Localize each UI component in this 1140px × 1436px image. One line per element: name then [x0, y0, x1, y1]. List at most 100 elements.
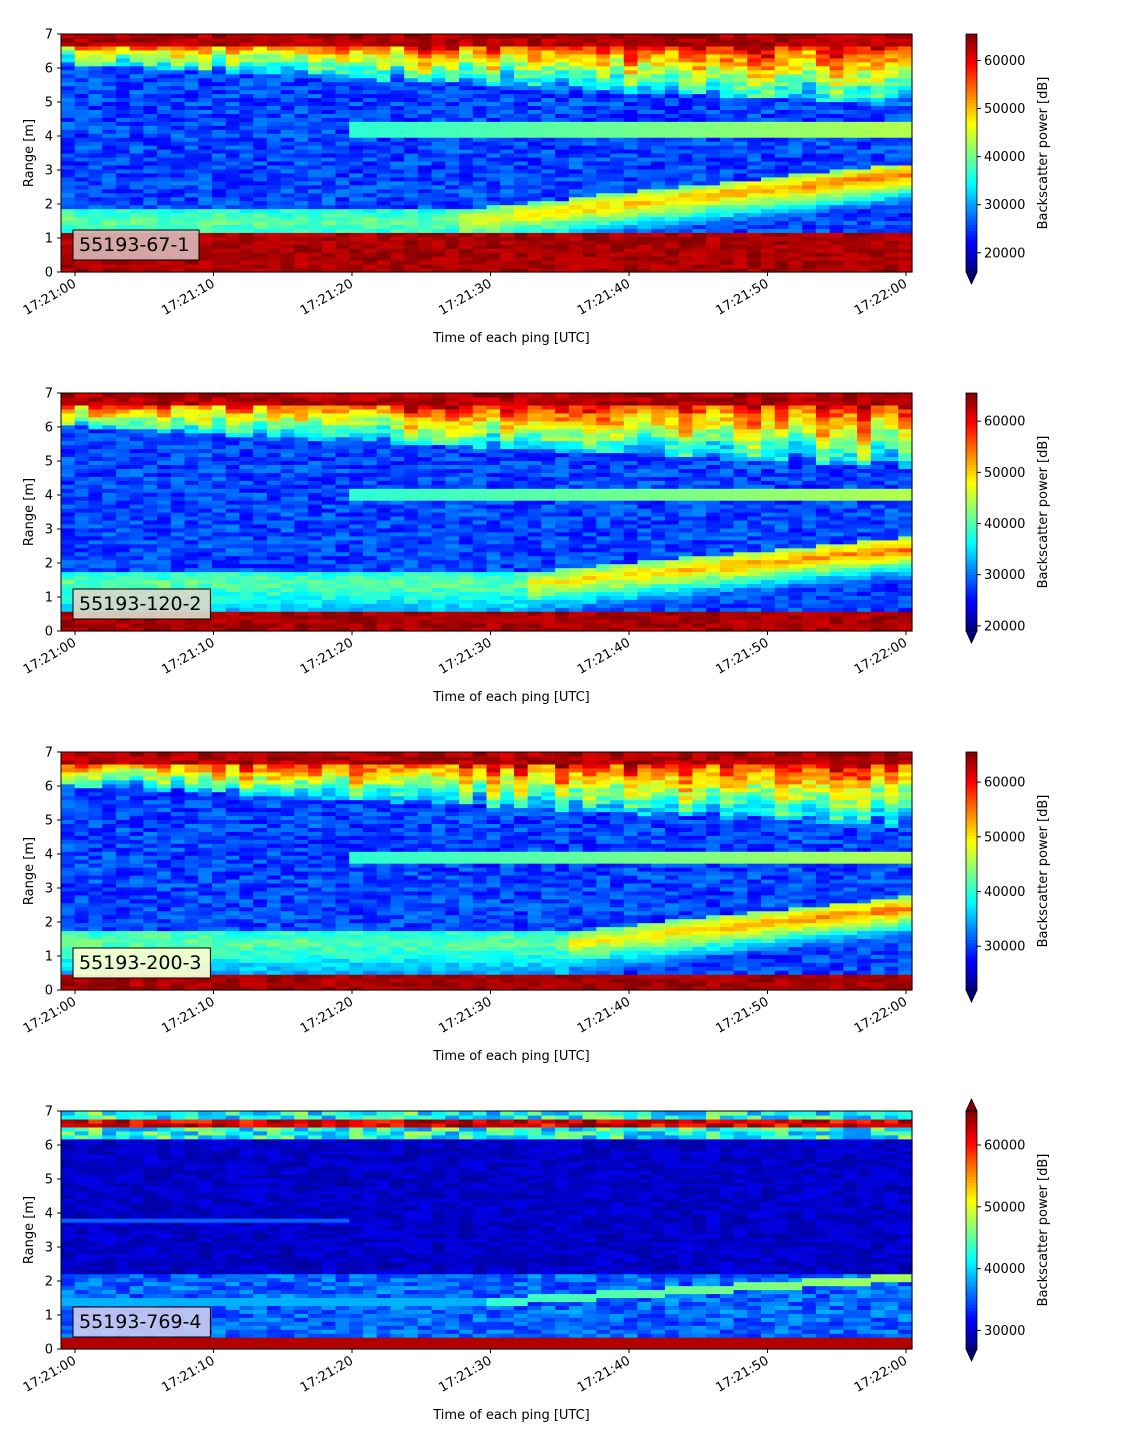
heatmap-cell	[376, 164, 392, 170]
heatmap-cell	[802, 172, 817, 178]
heatmap-cell	[390, 224, 405, 229]
heatmap-cell	[198, 456, 213, 462]
heatmap-cell	[211, 53, 227, 59]
heatmap-cell	[157, 571, 172, 577]
heatmap-cell	[582, 149, 597, 154]
heatmap-cell	[198, 496, 213, 501]
heatmap-cell	[692, 244, 707, 249]
heatmap-cell	[788, 256, 803, 261]
heatmap-cell	[706, 248, 721, 253]
heatmap-cell	[321, 141, 337, 146]
heatmap-cell	[857, 34, 872, 39]
heatmap-cell	[637, 196, 652, 202]
heatmap-cell	[390, 244, 405, 249]
heatmap-cell	[678, 41, 693, 47]
heatmap-cell	[651, 244, 666, 249]
heatmap-cell	[266, 137, 282, 142]
heatmap-cell	[541, 65, 556, 71]
heatmap-cell	[747, 57, 762, 63]
heatmap-cell	[184, 535, 199, 541]
heatmap-cell	[513, 93, 529, 99]
heatmap-cell	[527, 232, 543, 237]
heatmap-cell	[349, 220, 364, 225]
heatmap-cell	[486, 208, 501, 214]
heatmap-cell	[294, 264, 309, 269]
heatmap-cell	[788, 57, 803, 63]
heatmap-cell	[157, 85, 172, 91]
heatmap-cell	[376, 113, 392, 118]
heatmap-cell	[815, 149, 831, 154]
heatmap-cell	[280, 424, 295, 430]
heatmap-cell	[102, 73, 117, 79]
heatmap-cell	[884, 248, 899, 253]
heatmap-cell	[884, 53, 899, 59]
heatmap-cell	[513, 188, 529, 194]
heatmap-cell	[170, 448, 186, 454]
heatmap-cell	[74, 37, 90, 43]
heatmap-cell	[651, 85, 666, 91]
heatmap-cell	[211, 73, 227, 79]
heatmap-cell	[445, 113, 460, 118]
heatmap-cell	[280, 208, 295, 214]
heatmap-cell	[610, 49, 625, 55]
heatmap-cell	[788, 188, 803, 194]
heatmap-cell	[568, 129, 584, 134]
heatmap-cell	[88, 53, 103, 59]
heatmap-cell	[376, 73, 392, 79]
heatmap-cell	[88, 539, 103, 545]
heatmap-cell	[843, 256, 858, 261]
heatmap-cell	[596, 256, 611, 261]
heatmap-cell	[596, 53, 611, 59]
heatmap-cell	[527, 133, 543, 138]
heatmap-cell	[472, 105, 488, 110]
heatmap-cell	[788, 164, 803, 170]
heatmap-cell	[61, 248, 76, 253]
heatmap-cell	[692, 200, 707, 206]
heatmap-cell	[157, 527, 172, 533]
heatmap-cell	[280, 260, 295, 265]
heatmap-cell	[253, 224, 268, 229]
heatmap-cell	[266, 416, 282, 422]
heatmap-cell	[321, 73, 337, 79]
heatmap-cell	[733, 160, 748, 166]
heatmap-cell	[280, 428, 295, 434]
heatmap-cell	[376, 260, 392, 265]
heatmap-cell	[555, 129, 570, 134]
heatmap-cell	[280, 611, 295, 616]
heatmap-cell	[102, 551, 117, 557]
heatmap-cell	[788, 93, 803, 99]
heatmap-cell	[404, 184, 419, 190]
heatmap-cell	[74, 567, 90, 573]
heatmap-cell	[513, 105, 529, 110]
heatmap-cell	[761, 172, 776, 178]
heatmap-cell	[706, 113, 721, 118]
heatmap-cell	[610, 260, 625, 265]
heatmap-cell	[747, 248, 762, 253]
heatmap-cell	[335, 121, 350, 126]
heatmap-cell	[733, 109, 748, 114]
heatmap-cell	[266, 149, 282, 154]
heatmap-cell	[404, 73, 419, 79]
heatmap-cell	[541, 125, 556, 130]
heatmap-cell	[321, 137, 337, 142]
heatmap-cell	[88, 61, 103, 67]
heatmap-cell	[266, 176, 282, 182]
heatmap-cell	[157, 113, 172, 118]
heatmap-cell	[239, 428, 254, 434]
heatmap-cell	[266, 236, 282, 241]
heatmap-cell	[280, 496, 295, 501]
y-tick-label: 2	[45, 198, 53, 213]
heatmap-cell	[157, 583, 172, 588]
colorbar-segment	[966, 191, 977, 196]
heatmap-cell	[692, 268, 707, 273]
heatmap-cell	[404, 224, 419, 229]
heatmap-cell	[445, 125, 460, 130]
heatmap-cell	[198, 531, 213, 537]
heatmap-cell	[211, 472, 227, 477]
heatmap-cell	[404, 196, 419, 202]
heatmap-cell	[802, 129, 817, 134]
heatmap-cell	[884, 105, 899, 110]
heatmap-cell	[198, 543, 213, 549]
heatmap-cell	[472, 125, 488, 130]
heatmap-cell	[225, 579, 241, 584]
